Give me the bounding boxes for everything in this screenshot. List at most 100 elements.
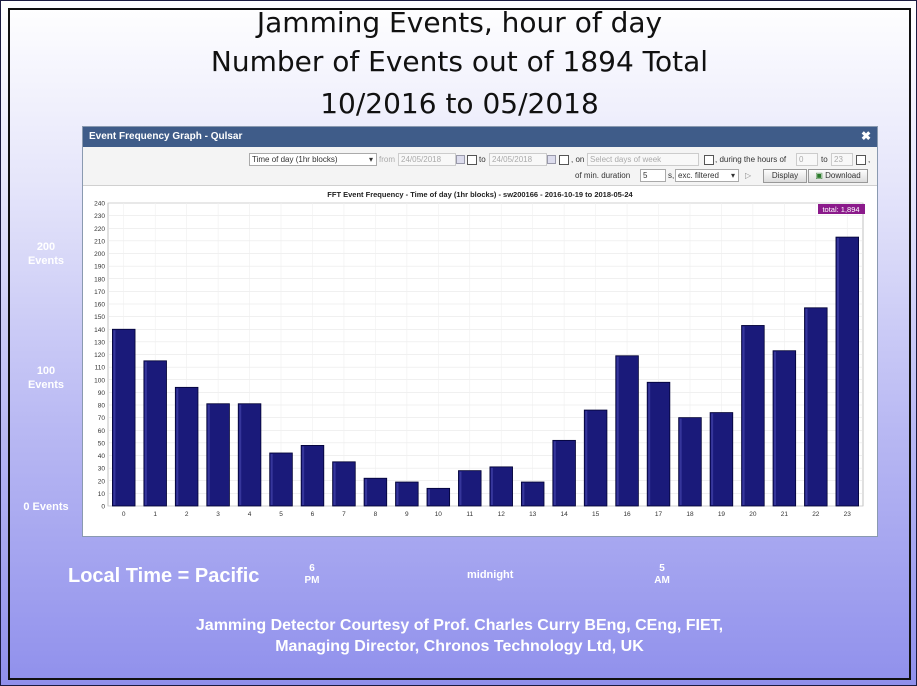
bar-highlight <box>774 351 777 505</box>
bar <box>206 403 230 507</box>
am-marker-text: AM <box>654 575 670 586</box>
display-button[interactable]: Display <box>763 169 807 183</box>
hours-checkbox[interactable] <box>856 155 866 165</box>
from-date-checkbox[interactable] <box>467 155 477 165</box>
bar-highlight <box>176 388 179 505</box>
x-tick-label: 19 <box>718 511 726 518</box>
y-tick-label: 120 <box>94 352 105 359</box>
bar-highlight <box>270 453 273 505</box>
bar-highlight <box>648 383 651 505</box>
filter-select-value: exc. filtered <box>678 171 719 180</box>
to-date-checkbox[interactable] <box>559 155 569 165</box>
filter-select[interactable]: exc. filtered ▾ <box>675 169 739 182</box>
y-tick-label: 150 <box>94 314 105 321</box>
y-tick-label: 80 <box>98 403 106 410</box>
bar-highlight <box>553 441 556 505</box>
y-tick-label: 140 <box>94 327 105 334</box>
bar <box>709 412 734 507</box>
y-tick-label: 240 <box>94 201 105 208</box>
bar-highlight <box>616 356 619 505</box>
bar-highlight <box>396 483 399 505</box>
bar <box>426 487 451 507</box>
bar <box>552 439 576 507</box>
side-label-100: 100 Events <box>11 364 81 392</box>
x-tick-label: 22 <box>812 511 820 518</box>
bar <box>300 444 325 507</box>
trailing-comma: , <box>868 155 871 164</box>
bar <box>269 452 293 507</box>
bar-highlight <box>585 411 588 505</box>
bar <box>804 307 828 507</box>
play-icon[interactable]: ▷ <box>745 171 752 180</box>
download-button[interactable]: ▣ Download <box>808 169 868 183</box>
pm-marker-number: 6 <box>309 563 315 574</box>
min-duration-field[interactable]: 5 <box>640 169 666 182</box>
am-marker: 5 AM <box>651 563 673 587</box>
slide-title-line-2: Number of Events out of 1894 Total <box>210 45 709 78</box>
seconds-label: s, <box>668 171 675 180</box>
window-titlebar[interactable]: Event Frequency Graph - Qulsar ✖ <box>83 127 877 147</box>
side-label-200: 200 Events <box>11 240 81 268</box>
days-of-week-checkbox[interactable] <box>704 155 714 165</box>
bar <box>741 325 765 507</box>
bar-highlight <box>742 326 745 505</box>
bar <box>835 236 859 507</box>
download-icon: ▣ <box>815 171 823 180</box>
calendar-icon[interactable] <box>456 155 465 164</box>
y-tick-label: 130 <box>94 339 105 346</box>
bar <box>646 381 671 507</box>
x-tick-labels: 0 1 2 3 4 5 6 7 8 9 10 11 12 13 14 15 16 17 18 19 20 21 22 23 <box>122 511 851 518</box>
x-tick-label: 15 <box>592 511 600 518</box>
side-label-0: 0 Events <box>23 501 69 513</box>
bar-highlight <box>679 418 682 505</box>
y-tick-label: 10 <box>98 491 106 498</box>
to-label: to <box>479 155 486 164</box>
window-title: Event Frequency Graph - Qulsar <box>89 131 243 142</box>
bar <box>112 328 136 507</box>
bar-highlight <box>207 404 210 505</box>
grouping-select-value: Time of day (1hr blocks) <box>252 155 338 164</box>
x-tick-label: 6 <box>311 511 315 518</box>
x-tick-label: 20 <box>749 511 757 518</box>
y-tick-label: 170 <box>94 289 105 296</box>
x-tick-label: 16 <box>623 511 631 518</box>
min-duration-label: of min. duration <box>575 171 631 180</box>
am-marker-number: 5 <box>659 563 665 574</box>
y-tick-label: 210 <box>94 238 105 245</box>
grouping-select[interactable]: Time of day (1hr blocks) ▾ <box>249 153 377 166</box>
y-tick-label: 190 <box>94 264 105 271</box>
hours-from-field[interactable]: 0 <box>796 153 818 166</box>
bar-chart: FFT Event Frequency - Time of day (1hr b… <box>94 190 865 518</box>
toolbar: Time of day (1hr blocks) ▾ from 24/05/20… <box>83 147 877 186</box>
hours-label: , during the hours of <box>715 155 787 164</box>
y-tick-label: 50 <box>98 440 106 447</box>
y-tick-label: 110 <box>95 365 106 372</box>
x-tick-label: 17 <box>655 511 663 518</box>
x-tick-label: 23 <box>844 511 852 518</box>
days-of-week-select[interactable]: Select days of week <box>587 153 699 166</box>
bar <box>174 386 199 507</box>
bar <box>458 470 482 507</box>
credit-line-1: Jamming Detector Courtesy of Prof. Charl… <box>195 617 724 634</box>
hours-to-field[interactable]: 23 <box>831 153 853 166</box>
y-tick-label: 60 <box>98 428 106 435</box>
y-tick-label: 40 <box>98 453 106 460</box>
bar-highlight <box>522 483 525 505</box>
x-tick-label: 21 <box>781 511 789 518</box>
bar <box>615 355 639 507</box>
from-date-field[interactable]: 24/05/2018 <box>398 153 456 166</box>
y-tick-label: 180 <box>94 276 105 283</box>
bar-highlight <box>805 308 808 505</box>
bar <box>520 481 545 507</box>
x-tick-label: 12 <box>498 511 506 518</box>
close-icon[interactable]: ✖ <box>860 129 871 143</box>
bar-highlight <box>302 446 305 505</box>
chart-title: FFT Event Frequency - Time of day (1hr b… <box>327 190 633 199</box>
calendar-icon[interactable] <box>547 155 556 164</box>
x-tick-label: 7 <box>342 511 346 518</box>
to-date-field[interactable]: 24/05/2018 <box>489 153 547 166</box>
bar <box>332 461 356 507</box>
from-label: from <box>379 155 395 164</box>
bar-highlight <box>113 330 116 505</box>
chart-bars <box>112 236 859 507</box>
